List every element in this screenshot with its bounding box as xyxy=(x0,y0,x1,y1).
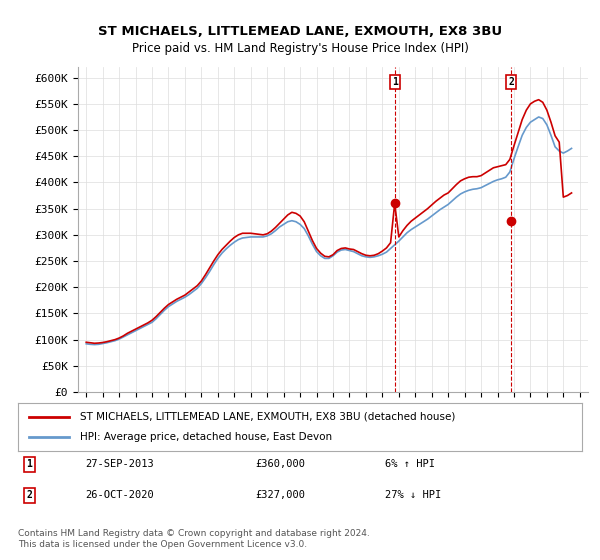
Text: 26-OCT-2020: 26-OCT-2020 xyxy=(86,490,154,500)
Text: ST MICHAELS, LITTLEMEAD LANE, EXMOUTH, EX8 3BU: ST MICHAELS, LITTLEMEAD LANE, EXMOUTH, E… xyxy=(98,25,502,38)
Text: 1: 1 xyxy=(26,459,32,469)
Text: 27-SEP-2013: 27-SEP-2013 xyxy=(86,459,154,469)
Text: Price paid vs. HM Land Registry's House Price Index (HPI): Price paid vs. HM Land Registry's House … xyxy=(131,42,469,55)
Text: 2: 2 xyxy=(26,490,32,500)
Text: Contains HM Land Registry data © Crown copyright and database right 2024.
This d: Contains HM Land Registry data © Crown c… xyxy=(18,529,370,549)
Text: 6% ↑ HPI: 6% ↑ HPI xyxy=(385,459,434,469)
Text: 1: 1 xyxy=(392,77,398,87)
Text: 27% ↓ HPI: 27% ↓ HPI xyxy=(385,490,441,500)
Text: 2: 2 xyxy=(508,77,514,87)
Text: £327,000: £327,000 xyxy=(255,490,305,500)
Text: HPI: Average price, detached house, East Devon: HPI: Average price, detached house, East… xyxy=(80,432,332,442)
Text: £360,000: £360,000 xyxy=(255,459,305,469)
Text: ST MICHAELS, LITTLEMEAD LANE, EXMOUTH, EX8 3BU (detached house): ST MICHAELS, LITTLEMEAD LANE, EXMOUTH, E… xyxy=(80,412,455,422)
